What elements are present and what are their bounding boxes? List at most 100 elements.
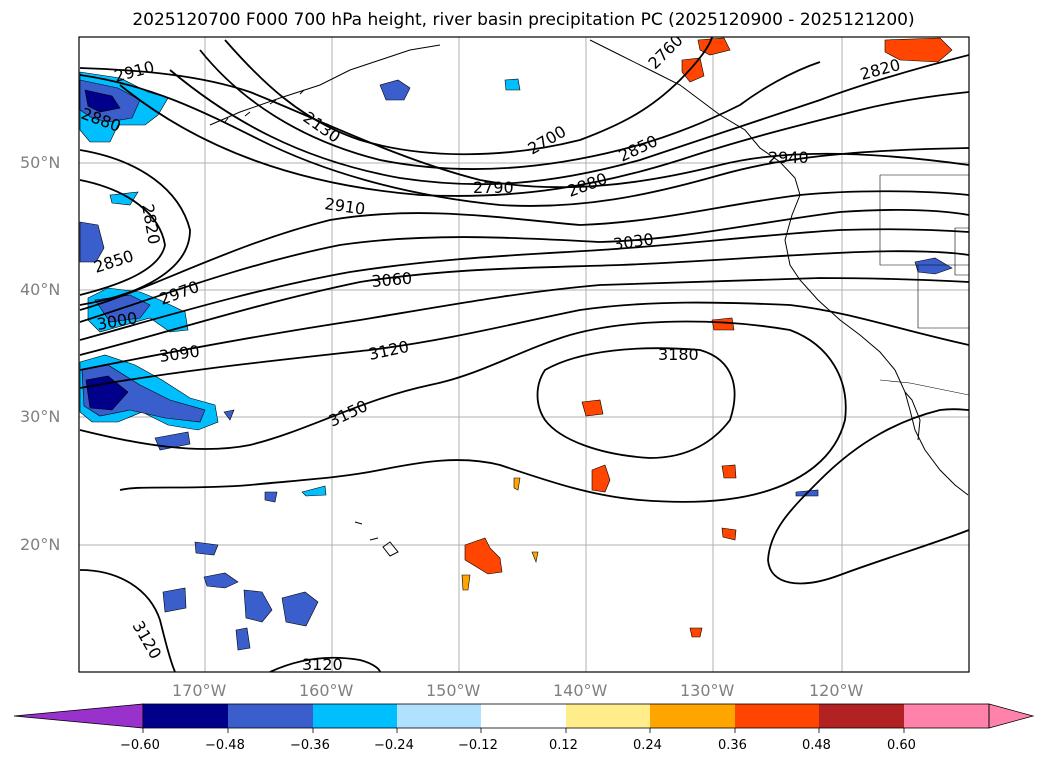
- colorbar-tick-label: −0.36: [290, 738, 330, 753]
- lon-label: 170°W: [172, 681, 227, 700]
- contour-label: 2700: [525, 122, 570, 159]
- contour-3150: [79, 334, 571, 450]
- pos-area: [721, 464, 737, 479]
- contour-3120: [79, 301, 969, 389]
- contour-3150-east: [767, 408, 969, 585]
- pos-area: [591, 464, 611, 493]
- map-content: 2910 2880 2130 2700 2760 2820 2850 2790 …: [79, 37, 969, 674]
- colorbar-segment: [904, 704, 989, 728]
- baja-coast: [904, 391, 921, 441]
- aleutian-islands: [224, 89, 305, 123]
- contour-labels: 2910 2880 2130 2700 2760 2820 2850 2790 …: [79, 37, 902, 674]
- contour-3030: [79, 228, 969, 341]
- neg-area: [79, 221, 105, 263]
- lon-label: 130°W: [680, 681, 735, 700]
- colorbar-tick-label: 0.24: [633, 738, 662, 753]
- contour-2850: [119, 84, 969, 197]
- lon-label: 150°W: [426, 681, 481, 700]
- pos-area: [689, 627, 703, 638]
- precip-shading: [79, 37, 953, 651]
- colorbar-tick-label: −0.24: [374, 738, 414, 753]
- state-borders: [879, 174, 969, 329]
- neg-area: [84, 89, 121, 113]
- colorbar-tick-label: −0.48: [205, 738, 245, 753]
- neg-area: [504, 78, 521, 91]
- contour-2970: [79, 190, 969, 311]
- neg-area: [243, 589, 273, 623]
- neg-area: [109, 191, 139, 206]
- colorbar-segment: [397, 704, 481, 728]
- hawaii-islands: [354, 521, 399, 557]
- pos-area: [513, 477, 521, 491]
- map-frame: [78, 36, 970, 673]
- map-title: 2025120700 F000 700 hPa height, river ba…: [132, 10, 915, 30]
- contour-label: 3060: [371, 269, 413, 291]
- pos-area: [581, 399, 604, 417]
- contour-label: 3030: [612, 229, 655, 253]
- contour-label: 3120: [129, 618, 166, 663]
- neg-area: [281, 591, 319, 627]
- contour-label: 3090: [158, 341, 201, 365]
- colorbar-segment: [481, 704, 566, 728]
- colorbar-segment: [566, 704, 650, 728]
- colorbar-segment: [313, 704, 397, 728]
- neg-area: [235, 627, 251, 651]
- colorbar-max-extend: [988, 703, 1035, 729]
- contour-label: 2820: [138, 202, 164, 245]
- neg-area: [223, 409, 235, 421]
- pos-area: [681, 57, 705, 83]
- lat-label: 20°N: [20, 535, 61, 554]
- contour-label: 3120: [367, 337, 411, 364]
- contour-3180: [536, 347, 736, 459]
- colorbar-segment: [735, 704, 819, 728]
- contour-2850-west: [79, 179, 166, 296]
- height-contours: [79, 37, 969, 672]
- colorbar-segment: [143, 704, 228, 728]
- contour-3150-loop: [119, 320, 847, 503]
- pos-area: [884, 37, 953, 63]
- pos-area: [464, 537, 503, 575]
- neg-area: [162, 587, 187, 613]
- contour-label: 2940: [768, 148, 809, 167]
- colorbar: [13, 703, 1035, 733]
- colorbar-segment: [650, 704, 735, 728]
- contour-label: 2880: [565, 169, 610, 201]
- colorbar-min-extend: [13, 703, 144, 729]
- colorbar-tick-label: 0.12: [549, 738, 578, 753]
- mexico-border: [879, 379, 969, 396]
- contour-3060: [79, 250, 969, 356]
- colorbar-segment: [228, 704, 313, 728]
- neg-area: [914, 257, 953, 275]
- lat-label: 40°N: [20, 280, 61, 299]
- pos-area: [711, 317, 735, 331]
- colorbar-tick-label: 0.48: [802, 738, 831, 753]
- neg-area: [301, 485, 327, 497]
- lat-label: 30°N: [20, 407, 61, 426]
- neg-area: [203, 572, 239, 589]
- west-coast: [589, 39, 969, 496]
- contour-3120-s: [269, 656, 381, 672]
- colorbar-tick-label: 0.36: [718, 738, 747, 753]
- lon-label: 120°W: [809, 681, 864, 700]
- colorbar-ticks: [142, 728, 905, 733]
- lon-label: 160°W: [299, 681, 354, 700]
- contour-3000: [79, 208, 969, 323]
- neg-area: [194, 541, 219, 556]
- colorbar-tick-label: −0.12: [458, 738, 498, 753]
- contour-label: 3180: [658, 345, 699, 364]
- contour-2760: [199, 49, 821, 171]
- contour-label: 2970: [157, 277, 202, 309]
- pos-area: [697, 37, 731, 56]
- pos-area: [531, 551, 539, 564]
- contour-2700: [224, 37, 713, 156]
- pos-area: [461, 574, 471, 591]
- colorbar-tick-label: 0.60: [887, 738, 916, 753]
- colorbar-tick-label: −0.60: [120, 738, 160, 753]
- contour-2910: [79, 67, 969, 189]
- contour-label: 2790: [473, 178, 514, 197]
- coastlines: [209, 39, 969, 557]
- contour-label: 3120: [302, 655, 343, 674]
- neg-area: [379, 79, 411, 101]
- lat-label: 50°N: [20, 153, 61, 172]
